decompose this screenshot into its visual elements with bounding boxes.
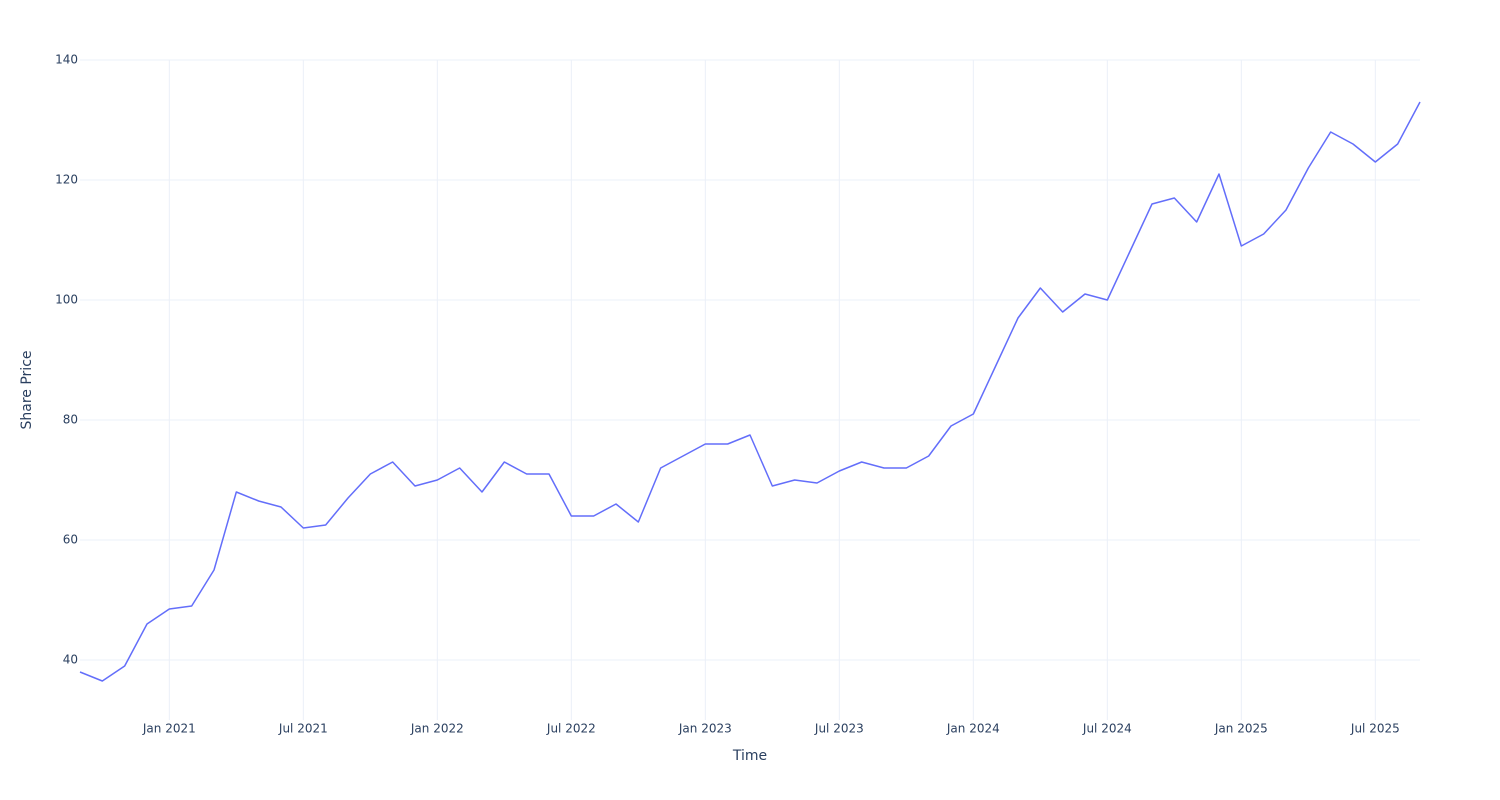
y-tick-label: 140: [55, 53, 78, 67]
x-tick-label: Jan 2025: [1214, 722, 1268, 736]
x-tick-label: Jan 2022: [410, 722, 464, 736]
y-tick-label: 100: [55, 293, 78, 307]
x-tick-label: Jul 2024: [1082, 722, 1132, 736]
y-tick-label: 80: [63, 413, 78, 427]
x-tick-label: Jan 2024: [946, 722, 1000, 736]
x-tick-label: Jul 2022: [546, 722, 596, 736]
price-line: [79, 101, 1421, 682]
x-tick-label: Jul 2025: [1350, 722, 1400, 736]
x-tick-label: Jul 2023: [814, 722, 864, 736]
plot-area: [79, 101, 1421, 682]
x-tick-label: Jan 2021: [142, 722, 196, 736]
y-tick-label: 120: [55, 173, 78, 187]
x-tick-label: Jul 2021: [278, 722, 328, 736]
x-tick-label: Jan 2023: [678, 722, 732, 736]
y-tick-label: 60: [63, 533, 78, 547]
grid: [80, 59, 1420, 720]
x-axis-title: Time: [732, 748, 767, 764]
y-tick-label: 40: [63, 653, 78, 667]
y-axis-title: Share Price: [19, 350, 35, 429]
